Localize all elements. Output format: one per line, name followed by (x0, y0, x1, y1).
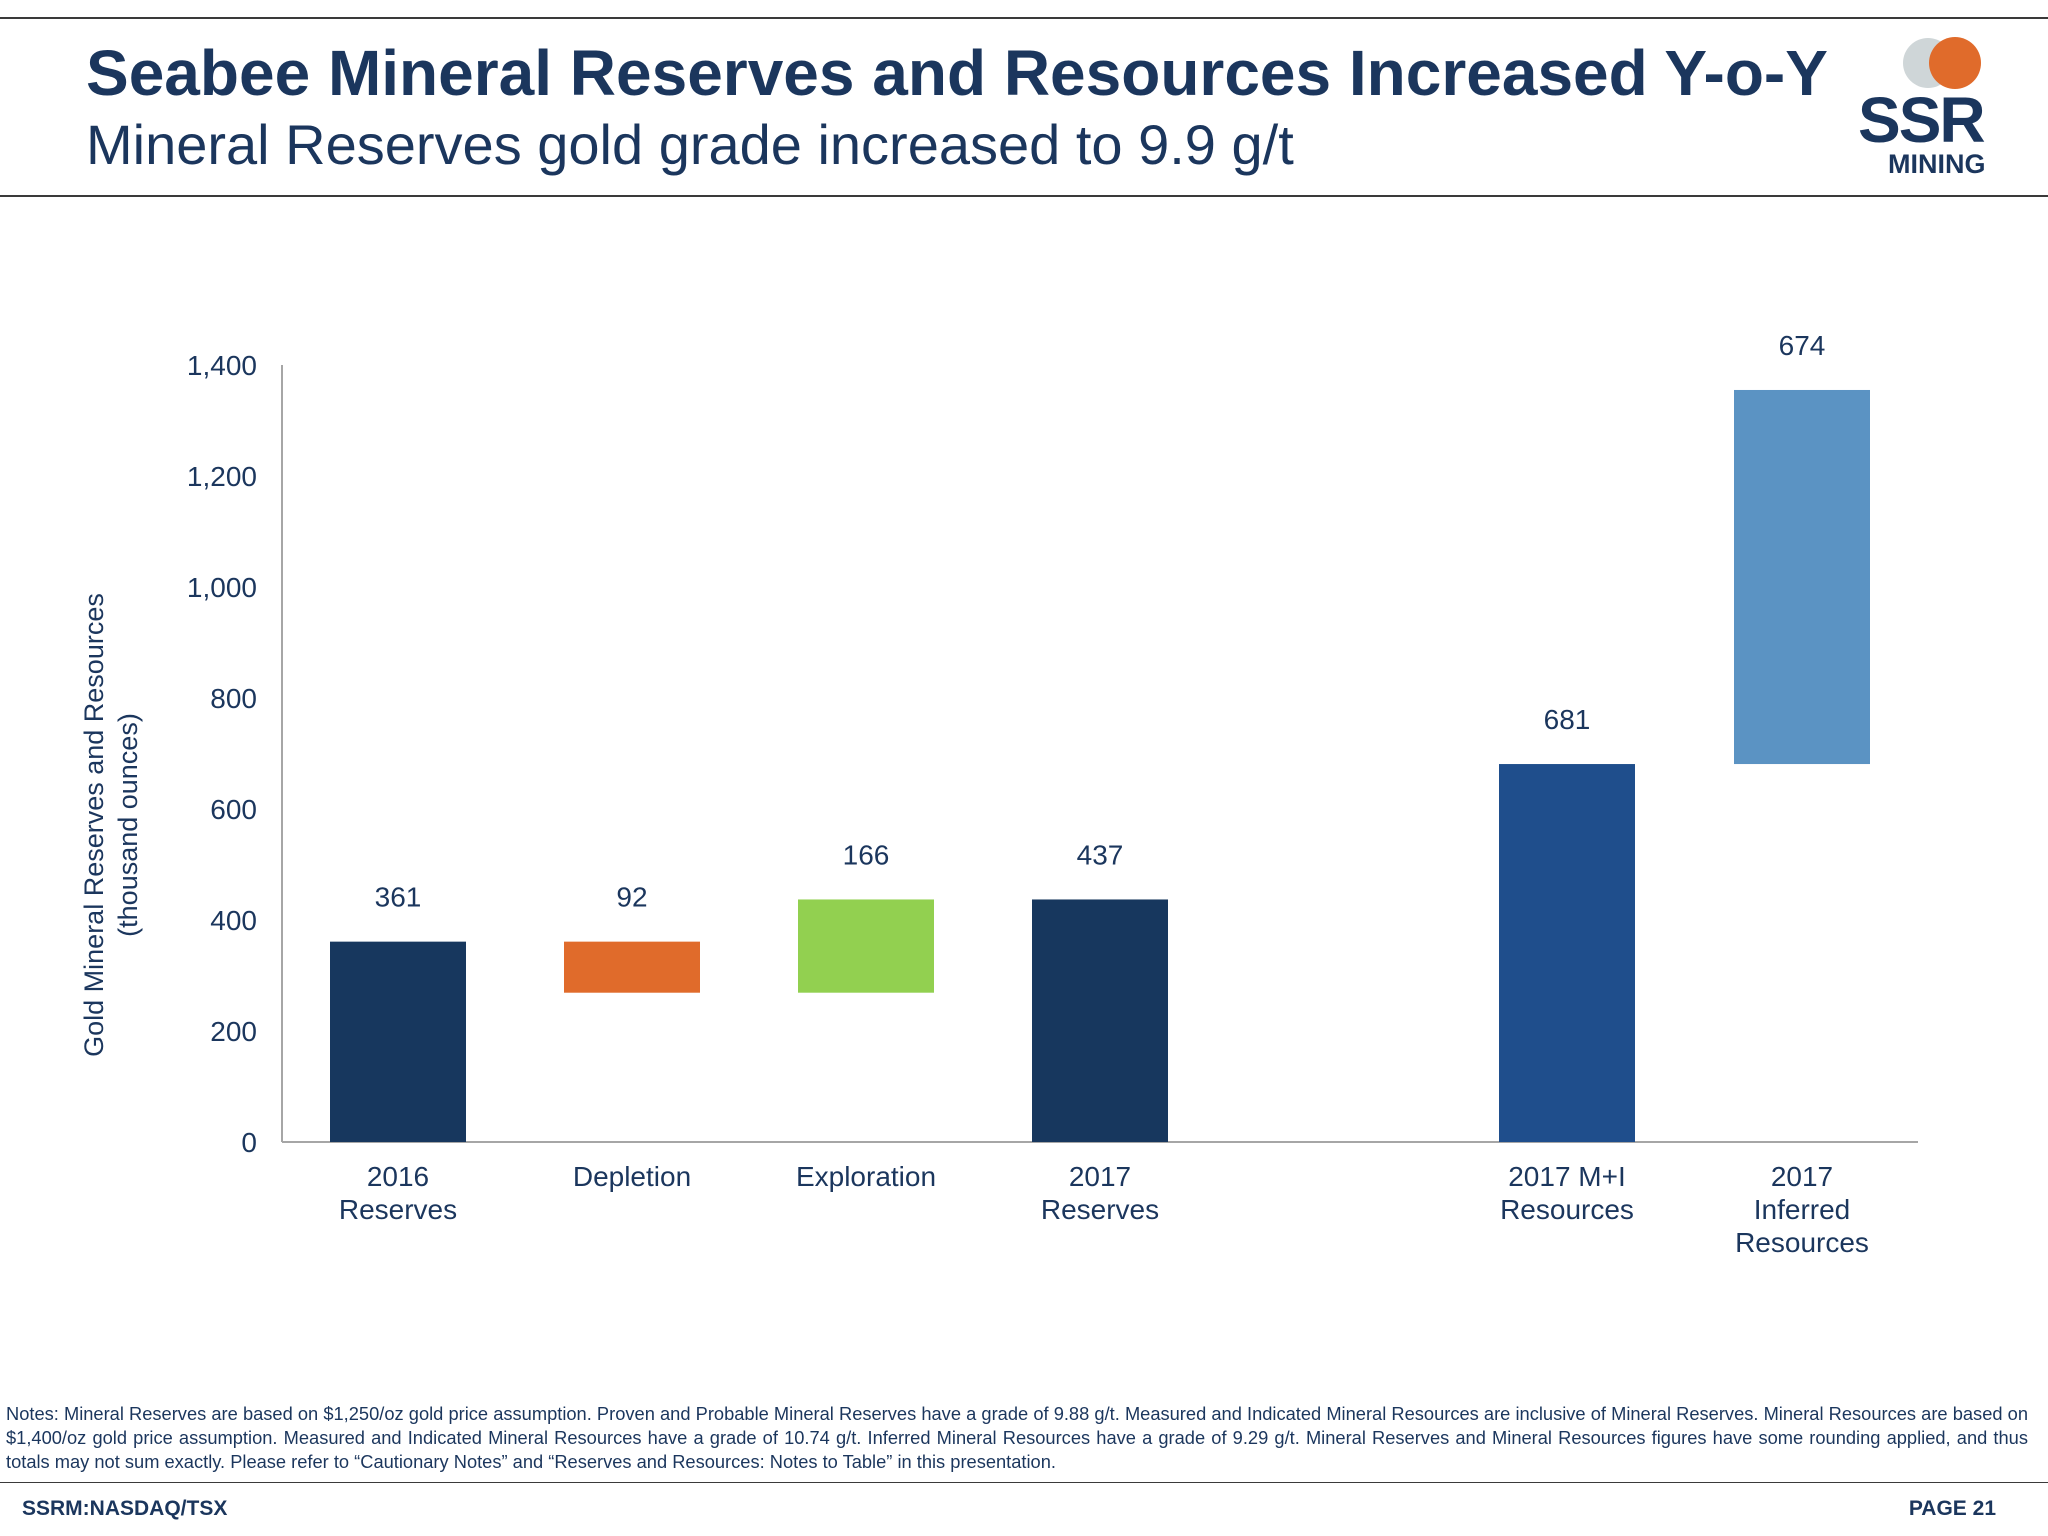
category-label-line: Depletion (573, 1161, 691, 1192)
category-label-line: Exploration (796, 1161, 936, 1192)
slide-title: Seabee Mineral Reserves and Resources In… (86, 37, 1828, 109)
y-tick-label: 1,200 (187, 461, 257, 492)
logo-wordmark: SSR (1858, 84, 1986, 156)
category-label: 2017 Inferred Resources (1735, 1161, 1869, 1258)
category-label-line: Resources (1500, 1194, 1634, 1225)
y-tick-label: 1,400 (187, 350, 257, 381)
bar (1499, 764, 1635, 1142)
footer-rule (0, 1482, 2048, 1483)
data-label: 166 (843, 839, 890, 870)
y-axis-label: Gold Mineral Reserves and Resources (thou… (79, 593, 143, 1057)
category-label-line: 2017 M+I (1508, 1161, 1626, 1192)
category-label: 2017 Reserves (1041, 1161, 1159, 1225)
category-label-line: 2017 (1069, 1161, 1131, 1192)
waterfall-chart: 0 200 400 600 800 1,000 1,200 1,400 Gold Mineral… (79, 330, 1918, 1258)
data-label: 361 (375, 882, 422, 913)
category-label-line: 2016 (367, 1161, 429, 1192)
data-label: 681 (1544, 704, 1591, 735)
y-tick-label: 0 (241, 1127, 257, 1158)
data-label: 674 (1779, 330, 1826, 361)
bar (330, 941, 466, 1142)
bar (1032, 899, 1168, 1142)
bar (1734, 389, 1870, 765)
header-bottom-rule (0, 195, 2048, 197)
y-axis-label-line: (thousand ounces) (113, 713, 143, 937)
category-label-line: Reserves (1041, 1194, 1159, 1225)
footer-ticker: SSRM:NASDAQ/TSX (22, 1497, 228, 1520)
category-label: Depletion (573, 1161, 691, 1192)
category-label: 2016 Reserves (339, 1161, 457, 1225)
y-tick-label: 400 (210, 905, 257, 936)
category-label-line: Reserves (339, 1194, 457, 1225)
category-label: Exploration (796, 1161, 936, 1192)
y-tick-label: 800 (210, 683, 257, 714)
y-tick-label: 1,000 (187, 572, 257, 603)
data-label: 92 (616, 882, 647, 913)
logo-subtext: MINING (1888, 149, 1986, 179)
y-tick-label: 600 (210, 794, 257, 825)
header-top-rule (0, 17, 2048, 19)
data-label: 437 (1077, 839, 1124, 870)
bar (564, 941, 700, 993)
category-label-line: Resources (1735, 1227, 1869, 1258)
y-axis-label-line: Gold Mineral Reserves and Resources (79, 593, 109, 1057)
slide-subtitle: Mineral Reserves gold grade increased to… (86, 113, 1294, 176)
footer-page-number: PAGE 21 (1908, 1497, 1996, 1520)
category-label-line: Inferred (1754, 1194, 1851, 1225)
y-tick-label: 200 (210, 1016, 257, 1047)
bar (798, 899, 934, 993)
category-label: 2017 M+I Resources (1500, 1161, 1634, 1225)
logo-orange-circle-icon (1929, 37, 1981, 89)
notes-text: Notes: Mineral Reserves are based on $1,… (6, 1403, 2028, 1472)
category-label-line: 2017 (1771, 1161, 1833, 1192)
ssr-mining-logo: SSR MINING (1856, 34, 1996, 184)
